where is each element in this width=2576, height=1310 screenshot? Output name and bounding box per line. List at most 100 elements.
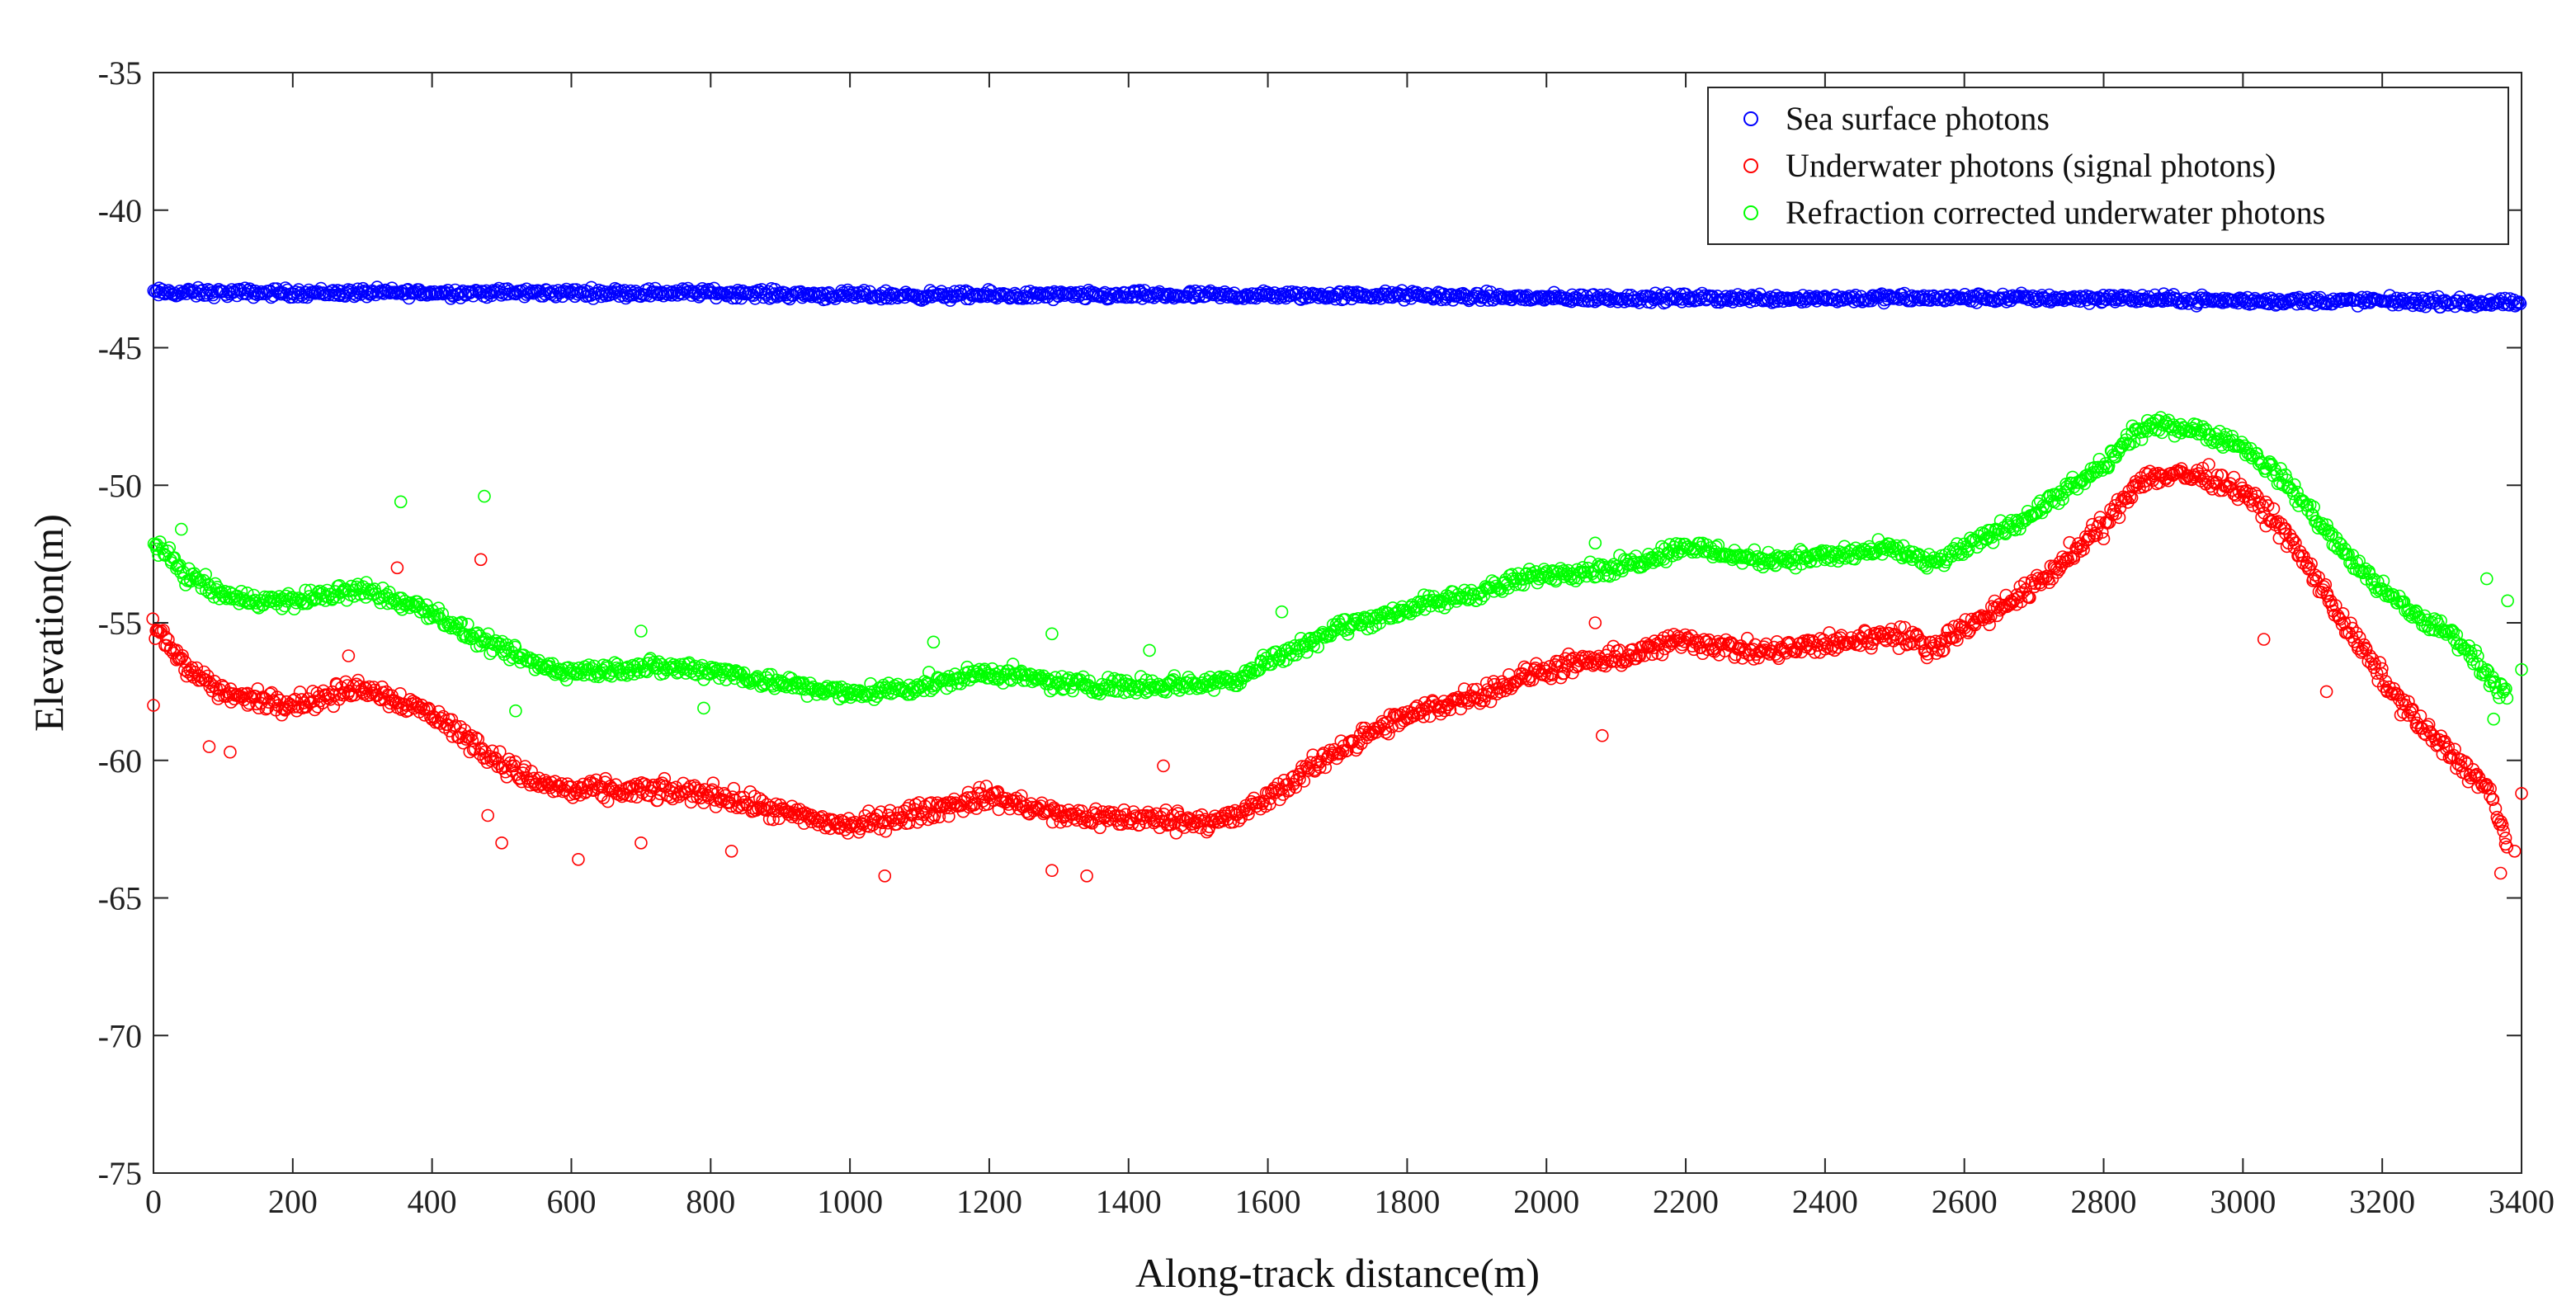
underwater-point — [2352, 630, 2366, 644]
underwater-point — [1557, 667, 1571, 680]
underwater-point — [454, 719, 467, 733]
underwater-point — [1530, 657, 1543, 671]
underwater-point-outlier — [1045, 864, 1059, 877]
underwater-point — [2153, 476, 2167, 489]
underwater-point — [673, 785, 687, 799]
underwater-point — [1983, 618, 1996, 632]
underwater-point — [2278, 521, 2292, 535]
underwater-point-outlier — [635, 836, 648, 850]
sea-surface-point — [354, 288, 368, 301]
underwater-point — [631, 780, 644, 794]
sea-surface-point — [609, 285, 623, 299]
underwater-point — [973, 780, 986, 794]
underwater-point — [2437, 736, 2451, 749]
underwater-point — [734, 790, 747, 804]
refraction-point — [856, 690, 869, 704]
underwater-point — [263, 687, 277, 701]
underwater-point — [1875, 629, 1889, 643]
underwater-point — [1297, 775, 1311, 788]
underwater-point — [194, 673, 208, 687]
sea-surface-point — [729, 291, 743, 305]
underwater-point — [1092, 812, 1105, 826]
underwater-point — [2210, 469, 2225, 482]
underwater-point — [705, 785, 718, 799]
underwater-point — [2360, 643, 2373, 657]
underwater-point — [1490, 687, 1503, 701]
refraction-point — [526, 653, 540, 667]
underwater-point — [2375, 662, 2389, 676]
underwater-point — [1561, 659, 1574, 673]
underwater-point-outlier — [1588, 616, 1602, 629]
underwater-point — [1269, 786, 1282, 799]
underwater-point — [578, 786, 592, 799]
underwater-point — [333, 692, 346, 706]
underwater-point — [743, 785, 757, 799]
underwater-point — [2130, 478, 2144, 492]
underwater-point — [1687, 643, 1701, 657]
underwater-point — [2166, 469, 2180, 483]
underwater-point — [2498, 832, 2512, 845]
underwater-point — [146, 612, 159, 626]
underwater-point-outlier — [724, 845, 738, 858]
underwater-point — [1193, 813, 1206, 827]
underwater-point — [864, 812, 878, 826]
underwater-point — [2368, 657, 2381, 671]
underwater-point — [658, 771, 672, 785]
underwater-point — [295, 693, 309, 706]
sea-surface-point — [1104, 287, 1117, 301]
underwater-point — [2346, 621, 2359, 635]
underwater-point — [2325, 598, 2338, 612]
underwater-point — [1633, 649, 1646, 663]
underwater-point — [2329, 599, 2342, 612]
sea-surface-point — [1741, 292, 1754, 306]
refraction-point — [582, 658, 596, 671]
underwater-point — [2336, 606, 2350, 620]
underwater-point — [1303, 761, 1316, 775]
underwater-point — [1638, 648, 1651, 662]
underwater-point-outlier — [147, 699, 160, 712]
underwater-point — [1859, 624, 1872, 639]
underwater-point — [1295, 760, 1309, 773]
underwater-point — [1417, 709, 1430, 723]
refraction-point — [712, 671, 726, 686]
underwater-point — [1903, 629, 1916, 643]
underwater-point — [1484, 695, 1498, 709]
underwater-point-outlier — [481, 808, 495, 822]
sea-surface-point — [2465, 297, 2478, 311]
sea-surface-point — [2320, 297, 2333, 311]
underwater-point — [1555, 658, 1569, 672]
underwater-point — [1314, 761, 1327, 775]
underwater-point — [2125, 491, 2139, 505]
refraction-point — [647, 655, 661, 669]
sea-surface-point — [1222, 287, 1236, 301]
underwater-point — [2159, 471, 2173, 484]
refraction-point — [430, 609, 444, 623]
x-tick-label: 1200 — [956, 1183, 1022, 1220]
underwater-point — [2023, 591, 2036, 605]
underwater-point — [671, 788, 685, 801]
underwater-point — [738, 795, 752, 808]
sea-surface-point — [1206, 288, 1220, 302]
underwater-point — [2286, 533, 2300, 547]
sea-surface-point — [2069, 294, 2083, 308]
underwater-point-outlier — [1596, 728, 1609, 742]
sea-surface-point — [1089, 287, 1102, 300]
underwater-point — [1907, 637, 1921, 651]
refraction-point — [455, 615, 469, 629]
underwater-point — [1645, 648, 1659, 662]
underwater-point — [2472, 770, 2486, 785]
underwater-point — [2297, 549, 2310, 563]
refraction-point — [593, 666, 607, 679]
underwater-point — [469, 731, 483, 745]
sea-surface-point — [1654, 288, 1668, 302]
underwater-point-outlier — [342, 649, 356, 662]
underwater-point — [1818, 642, 1832, 656]
sea-surface-point — [1498, 290, 1512, 304]
underwater-point-outlier — [2515, 786, 2528, 800]
refraction-point — [626, 658, 639, 672]
underwater-point — [1752, 651, 1765, 665]
underwater-point — [2112, 511, 2126, 525]
underwater-point-outlier — [2257, 633, 2271, 646]
sea-surface-point — [1016, 292, 1030, 305]
